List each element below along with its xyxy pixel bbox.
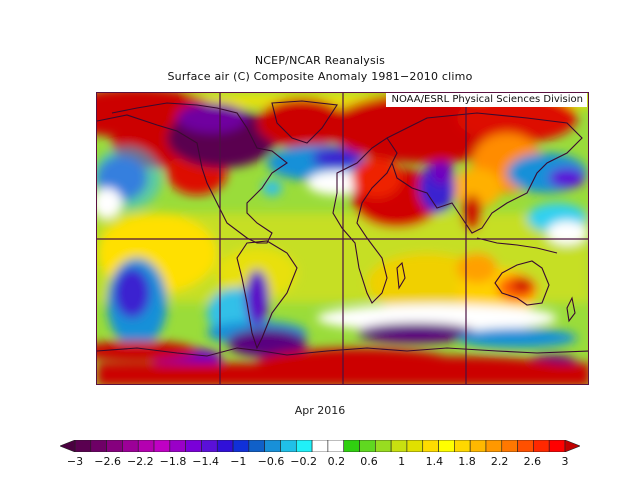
colorbar-cell — [201, 440, 218, 452]
colorbar-tick-label: 1.8 — [458, 455, 476, 468]
anomaly-map: NOAA/ESRL Physical Sciences Division — [96, 92, 589, 385]
colorbar-max-arrow — [564, 440, 580, 452]
colorbar-cell — [264, 440, 281, 452]
colorbar-cell — [137, 440, 155, 452]
colorbar-cell — [501, 440, 518, 452]
colorbar-tick-label: −1.4 — [192, 455, 220, 468]
colorbar-tick-label: 1 — [398, 455, 406, 468]
colorbar-tick-label: −1 — [230, 455, 247, 468]
colorbar-cell — [533, 440, 550, 452]
coastlines — [97, 100, 588, 357]
colorbar-cell — [106, 440, 123, 452]
colorbar-tick-label: 0.6 — [360, 455, 378, 468]
colorbar-tick-label: −2.6 — [94, 455, 122, 468]
colorbar-cell — [390, 440, 408, 452]
colorbar-tick-label: 2.2 — [490, 455, 509, 468]
colorbar-cell — [90, 440, 107, 452]
colorbar-cell — [517, 440, 534, 452]
chart-title: NCEP/NCAR Reanalysis — [254, 54, 386, 67]
colorbar-cell — [485, 440, 503, 452]
colorbar-cell — [359, 440, 376, 452]
colorbar-cell — [469, 440, 487, 452]
colorbar-tick-label: −0.6 — [257, 455, 285, 468]
colorbar-cell — [232, 440, 250, 452]
colorbar-tick-label: 0.2 — [327, 455, 346, 468]
graticule — [97, 93, 588, 384]
colorbar-cell — [327, 440, 345, 452]
date-label: Apr 2016 — [294, 404, 346, 417]
colorbar-tick-label: 3 — [561, 455, 569, 468]
chart-subtitle: Surface air (C) Composite Anomaly 1981−2… — [167, 70, 473, 83]
colorbar-cell — [295, 440, 313, 452]
colorbar-cell — [406, 440, 424, 452]
colorbar-cell — [375, 440, 392, 452]
colorbar-min-arrow — [60, 440, 76, 452]
colorbar-cell — [185, 440, 202, 452]
colorbar-tick-label: −0.2 — [290, 455, 318, 468]
colorbar-tick-label: −3 — [66, 455, 84, 468]
colorbar-tick-label: 1.4 — [425, 455, 444, 468]
colorbar-cell — [454, 440, 471, 452]
colorbar-cell — [422, 440, 439, 452]
colorbar-tick-label: −2.2 — [126, 455, 154, 468]
colorbar-cell — [548, 440, 566, 452]
colorbar-cell — [74, 440, 92, 452]
credit-label: NOAA/ESRL Physical Sciences Division — [385, 93, 587, 107]
colorbar-tick-labels: −3 −2.6 −2.2 −1.8 −1.4 −1 −0.6 −0.2 0.2 0.6 1 1.4 1.… — [0, 455, 640, 469]
colorbar-cell — [343, 440, 360, 452]
colorbar-cell — [311, 440, 329, 452]
colorbar-cell — [280, 440, 297, 452]
colorbar-tick-label: 2.6 — [523, 455, 542, 468]
colorbar-cell — [122, 440, 139, 452]
colorbar-cell — [216, 440, 234, 452]
colorbar-cell — [438, 440, 455, 452]
colorbar-cell — [248, 440, 265, 452]
colorbar-tick-label: −1.8 — [159, 455, 187, 468]
colorbar-cell — [153, 440, 171, 452]
anomaly-field — [97, 93, 588, 384]
colorbar-cell — [169, 440, 186, 452]
colorbar — [60, 440, 580, 452]
